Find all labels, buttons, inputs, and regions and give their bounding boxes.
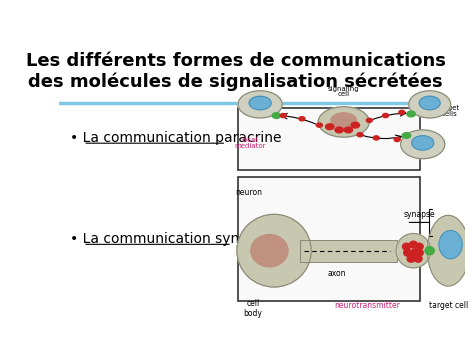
Circle shape <box>410 241 418 248</box>
Circle shape <box>402 243 410 250</box>
Circle shape <box>366 118 372 122</box>
Text: Les différents formes de communications
des molécules de signalisation sécrétées: Les différents formes de communications … <box>26 51 446 91</box>
Text: signaling: signaling <box>328 86 360 92</box>
Text: • La communication synaptique: • La communication synaptique <box>70 233 292 246</box>
Ellipse shape <box>396 234 431 268</box>
Text: synapse: synapse <box>403 210 435 219</box>
Circle shape <box>357 133 363 137</box>
Circle shape <box>415 249 423 256</box>
Ellipse shape <box>238 91 282 118</box>
Circle shape <box>399 110 405 114</box>
Text: neuron: neuron <box>235 188 262 197</box>
Circle shape <box>280 114 286 118</box>
Circle shape <box>383 114 389 118</box>
Ellipse shape <box>428 215 469 286</box>
Circle shape <box>373 136 379 140</box>
Ellipse shape <box>412 136 434 150</box>
Circle shape <box>316 123 322 127</box>
Circle shape <box>425 247 434 255</box>
Circle shape <box>326 124 334 130</box>
Text: target cell: target cell <box>428 301 468 310</box>
Text: target: target <box>439 105 460 111</box>
Circle shape <box>407 111 415 117</box>
Ellipse shape <box>419 96 440 110</box>
Circle shape <box>335 127 343 133</box>
Circle shape <box>351 122 360 128</box>
Ellipse shape <box>409 91 451 118</box>
Circle shape <box>415 243 423 250</box>
FancyBboxPatch shape <box>238 108 420 170</box>
Ellipse shape <box>251 235 288 267</box>
Text: body: body <box>244 309 263 318</box>
Circle shape <box>299 117 305 121</box>
Text: local: local <box>241 137 258 143</box>
Ellipse shape <box>331 113 356 128</box>
Ellipse shape <box>318 107 369 137</box>
Circle shape <box>404 249 411 256</box>
Circle shape <box>402 133 410 138</box>
Text: mediator: mediator <box>234 143 265 149</box>
Text: cells: cells <box>442 111 457 117</box>
FancyBboxPatch shape <box>238 176 420 301</box>
Circle shape <box>394 137 400 142</box>
Text: cell: cell <box>246 299 260 308</box>
Ellipse shape <box>401 130 445 159</box>
FancyBboxPatch shape <box>300 240 397 262</box>
Circle shape <box>414 255 422 262</box>
Ellipse shape <box>237 214 311 287</box>
Text: • La communication paracrine: • La communication paracrine <box>70 131 282 145</box>
Text: cell: cell <box>337 92 350 98</box>
Circle shape <box>410 249 419 256</box>
Circle shape <box>272 113 281 119</box>
Ellipse shape <box>249 96 271 110</box>
Circle shape <box>407 255 415 262</box>
Ellipse shape <box>439 230 462 259</box>
Text: axon: axon <box>328 269 346 278</box>
Circle shape <box>344 127 353 133</box>
Text: neurotransmitter: neurotransmitter <box>334 301 400 310</box>
